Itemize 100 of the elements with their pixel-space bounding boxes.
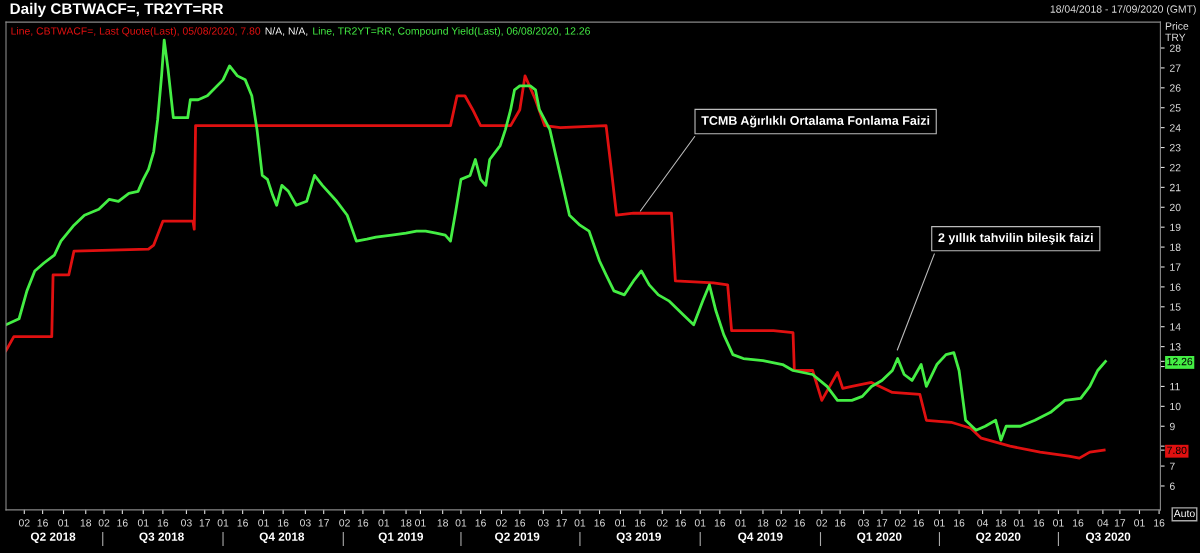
x2-tick-label: Q3 2020 (1085, 532, 1131, 543)
y-tick-label: 24 (1169, 124, 1181, 132)
y-tick-label: 7.80 (1167, 446, 1187, 455)
x-tick-label: 16 (278, 519, 289, 527)
x-tick-label: 16 (794, 519, 805, 527)
text: Line, CBTWACF=, Last Quote(Last), 05/08/2020, 7.80 (11, 27, 261, 37)
x-tick-label: 01 (455, 519, 467, 527)
text: 18/04/2018 - 17/09/2020 (GMT) (1050, 5, 1196, 15)
y-tick-label: 22 (1169, 163, 1181, 172)
y-tick-label: 25 (1169, 104, 1181, 112)
x-tick-label: 16 (594, 519, 605, 527)
annotation: TCMB Ağırlıklı Ortalama Fonlama Faizi (701, 115, 930, 128)
x-tick-label: 16 (514, 519, 526, 527)
text: Line, TR2YT=RR, Compound Yield(Last), 06/08/2020, 12.26 (313, 27, 590, 37)
y-tick-label: 28 (1169, 44, 1181, 52)
x-tick-label: 02 (98, 519, 110, 527)
x-tick-label: 18 (437, 519, 448, 527)
x-tick-label: 01 (1134, 519, 1145, 527)
x-tick-label: 16 (635, 519, 646, 527)
x-tick-label: 18 (995, 519, 1007, 527)
annotation: N/A, N/A, (265, 27, 308, 36)
x-tick-label: 04 (977, 519, 989, 527)
x-tick-label: 16 (157, 519, 169, 527)
text: Auto (1173, 509, 1195, 518)
x2-tick-label: Q4 2018 (259, 532, 305, 543)
y-tick-label: 15 (1170, 303, 1181, 311)
x-tick-label: 17 (199, 519, 210, 527)
x2-tick-label: Q2 2019 (495, 532, 540, 543)
x-tick-label: 03 (537, 519, 549, 527)
y-tick-label: 11 (1170, 383, 1180, 391)
x-tick-label: 17 (556, 519, 567, 527)
x-tick-label: 18 (80, 519, 92, 527)
y-tick-label: 9 (1169, 422, 1175, 431)
y-tick-label: 10 (1170, 402, 1181, 411)
y-tick-label: 27 (1169, 64, 1181, 72)
x-tick-label: 01 (1013, 519, 1025, 527)
x-tick-label: 01 (615, 519, 626, 527)
x-tick-label: 16 (675, 519, 686, 527)
x2-tick-label: Q3 2019 (616, 532, 661, 543)
y-tick-label: 19 (1170, 223, 1181, 232)
x-tick-label: 18 (401, 519, 412, 527)
x-tick-label: 01 (58, 519, 69, 527)
x2-tick-label: Q3 2018 (139, 532, 184, 543)
y-tick-label: 13 (1170, 343, 1181, 351)
x-tick-label: 16 (357, 519, 369, 527)
x-tick-label: 02 (656, 519, 668, 527)
x-tick-label: 16 (237, 519, 248, 527)
y-tick-label: 7 (1169, 462, 1175, 470)
x-tick-label: 01 (934, 519, 945, 527)
x-tick-label: 01 (217, 519, 229, 527)
x-tick-label: 04 (1097, 519, 1109, 527)
x-tick-label: 17 (1114, 519, 1126, 527)
y-tick-label: 17 (1170, 263, 1181, 271)
x-tick-label: 01 (258, 519, 269, 527)
x-tick-label: 16 (913, 519, 924, 527)
x-tick-label: 01 (137, 519, 149, 527)
x-tick-label: 16 (475, 519, 486, 527)
x-tick-label: 02 (18, 519, 30, 527)
x-tick-label: 16 (714, 519, 726, 527)
x-tick-label: 01 (378, 519, 390, 527)
x-tick-label: 02 (775, 519, 787, 527)
x2-tick-label: Q1 2019 (378, 532, 424, 543)
x-tick-label: 16 (1033, 519, 1045, 527)
y-tick-label: 18 (1170, 243, 1181, 251)
x-tick-label: 01 (1053, 519, 1064, 527)
x-tick-label: 16 (37, 519, 48, 527)
x-tick-label: 02 (496, 519, 507, 527)
x-tick-label: 02 (894, 519, 906, 527)
x-tick-label: 01 (574, 519, 586, 527)
x-tick-label: 16 (1154, 519, 1165, 527)
y-tick-label: 16 (1170, 283, 1181, 291)
x2-tick-label: Q2 2020 (976, 532, 1021, 543)
y-tick-label: 21 (1169, 183, 1181, 192)
chart-title: Daily CBTWACF=, TR2YT=RR (10, 2, 224, 18)
x-tick-label: 01 (735, 519, 747, 527)
y-tick-label: 12.26 (1167, 357, 1193, 366)
x-tick-label: 18 (757, 519, 769, 527)
x-tick-label: 17 (876, 519, 888, 527)
x-tick-label: 02 (339, 519, 350, 527)
x-tick-label: 17 (318, 519, 329, 527)
x-tick-label: 03 (181, 519, 192, 527)
y-tick-label: 20 (1169, 203, 1181, 212)
y-tick-label: 6 (1169, 482, 1175, 490)
y-tick-label: 26 (1169, 84, 1181, 92)
x-tick-label: 03 (858, 519, 869, 527)
x-tick-label: 16 (835, 519, 846, 527)
x-tick-label: 16 (954, 519, 965, 527)
y-axis-title: Price TRY (1165, 22, 1189, 41)
y-tick-label: 23 (1169, 144, 1181, 152)
x2-tick-label: Q4 2019 (738, 532, 783, 543)
y-tick-label: 14 (1170, 323, 1181, 331)
x-tick-label: 16 (117, 519, 128, 527)
x-tick-label: 01 (694, 519, 706, 527)
annotation: 2 yıllık tahvilin bileşik faizi (938, 232, 1093, 245)
x2-tick-label: Q1 2020 (857, 532, 902, 543)
x-tick-label: 01 (415, 519, 426, 527)
x-tick-label: 02 (816, 519, 828, 527)
x-tick-label: 03 (300, 519, 311, 527)
x2-tick-label: Q2 2018 (30, 532, 76, 543)
x-tick-label: 16 (1073, 519, 1084, 527)
